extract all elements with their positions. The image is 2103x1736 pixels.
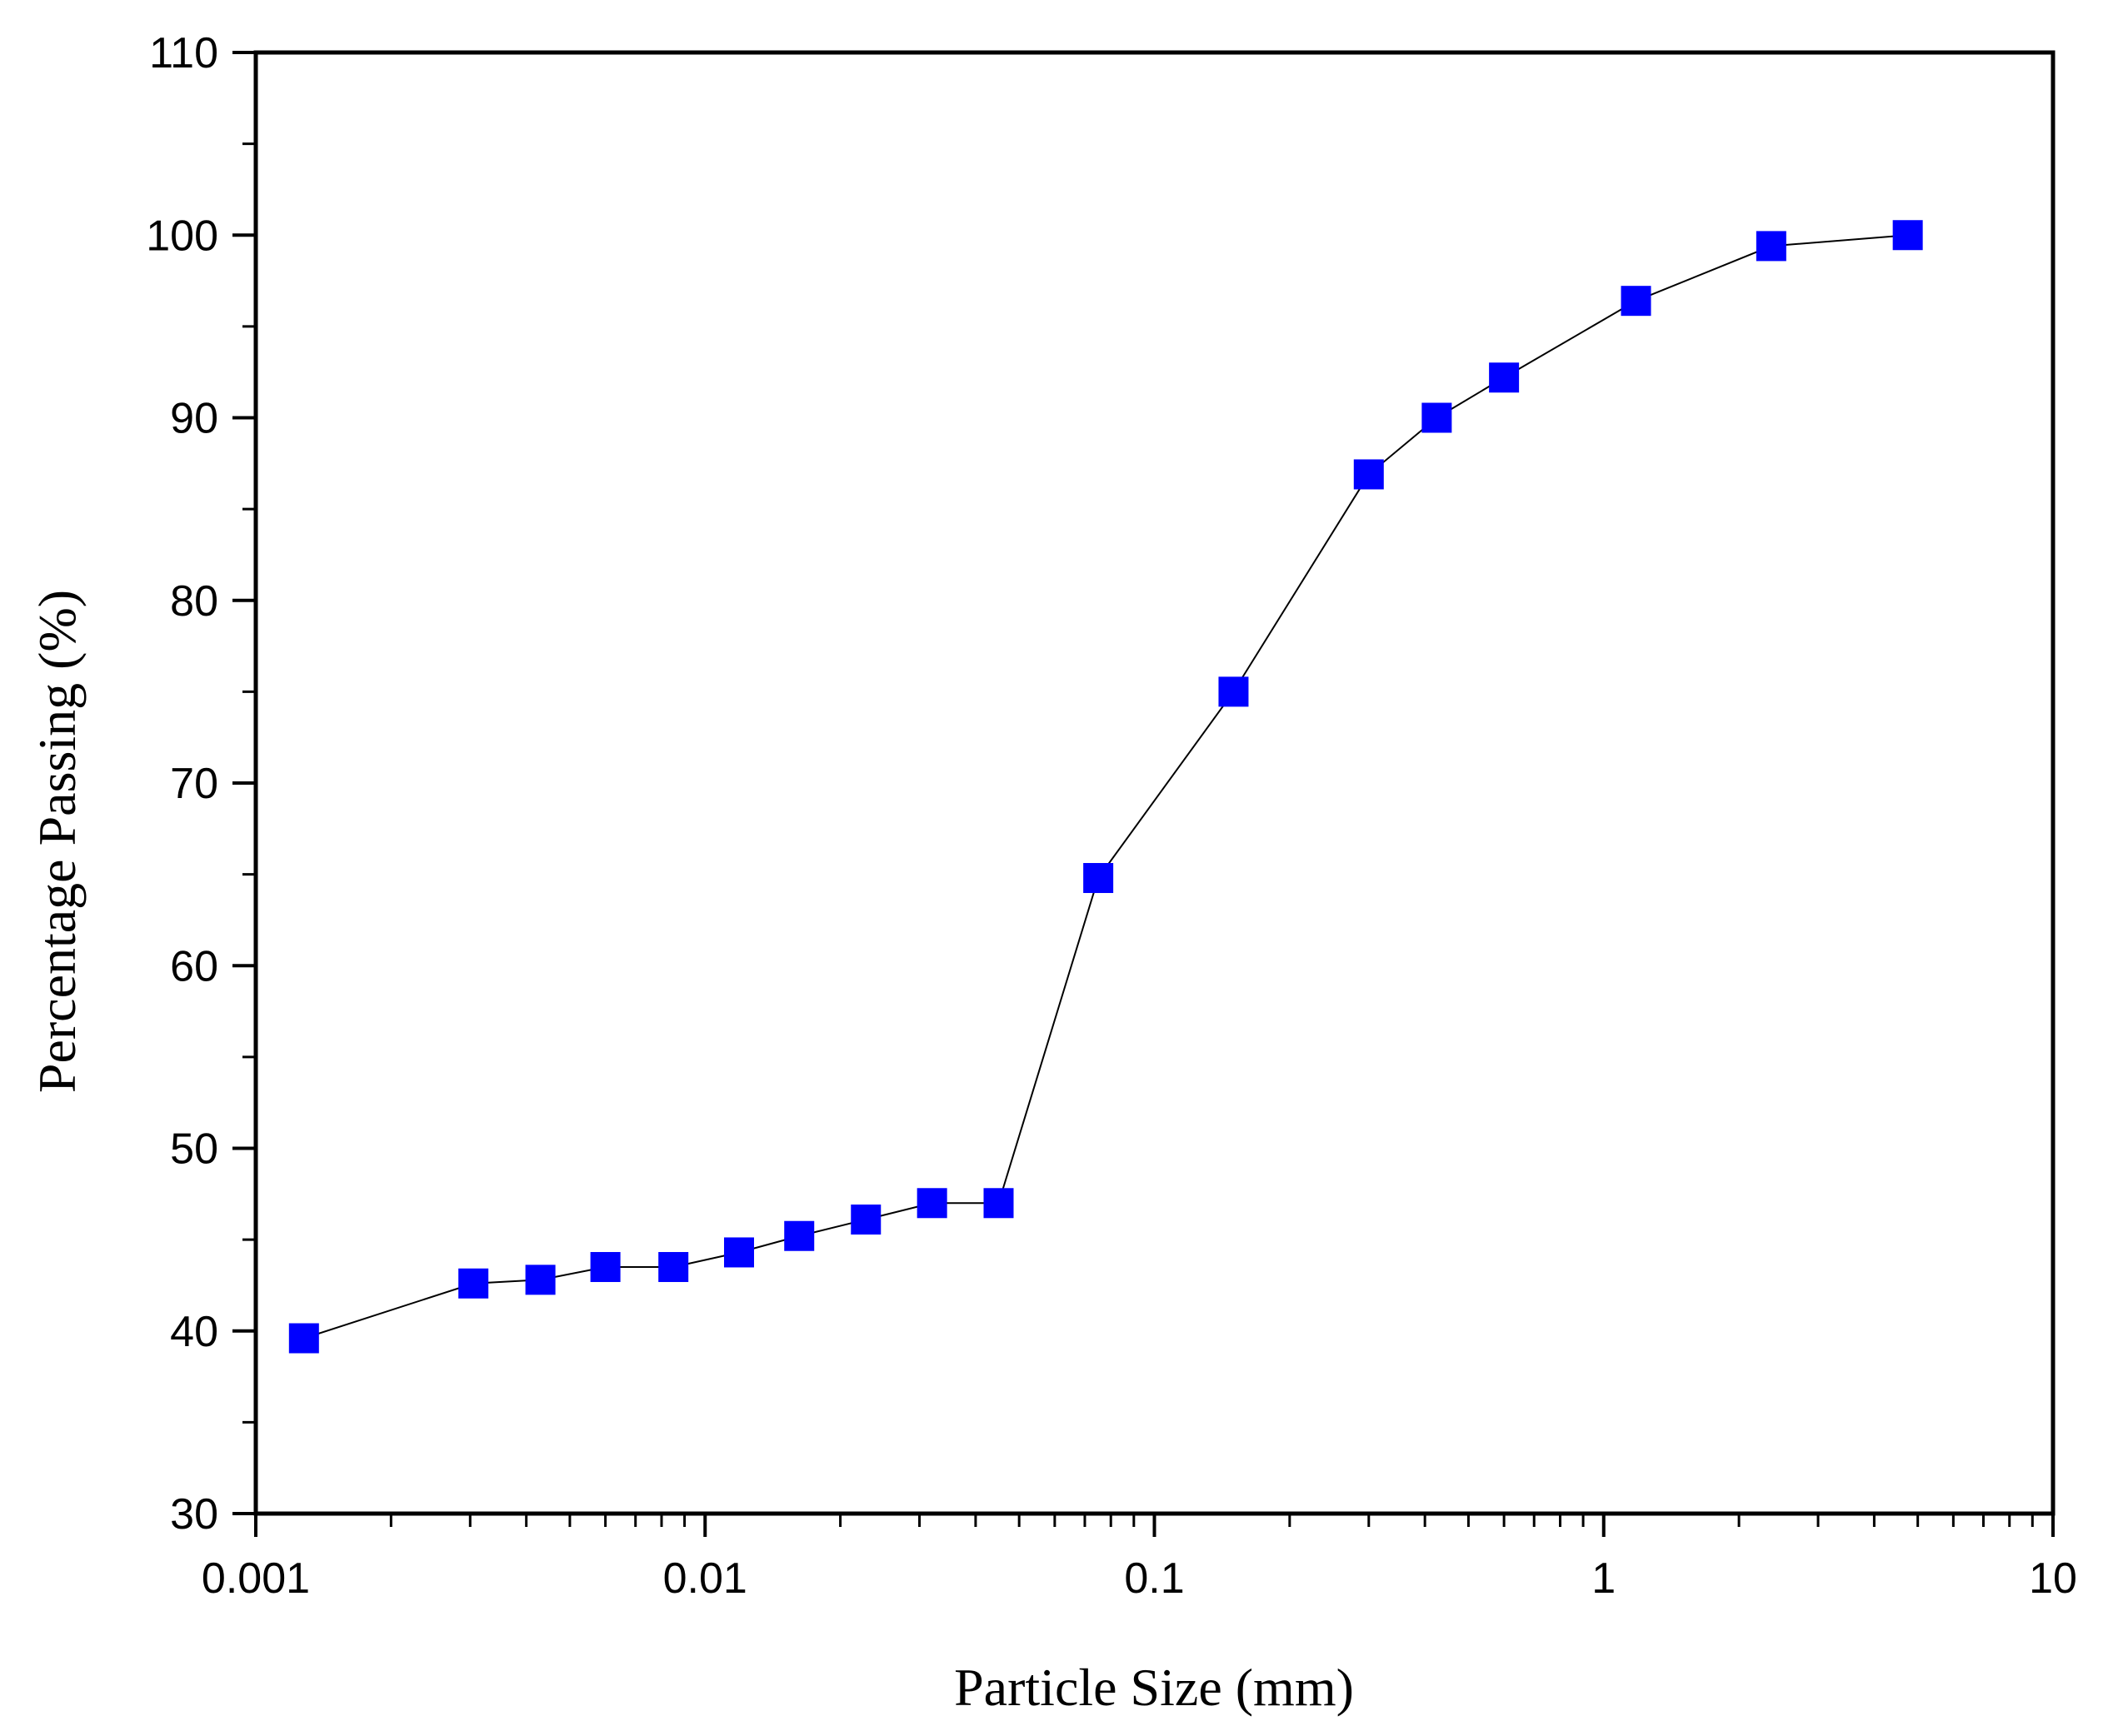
y-axis-title: Percentage Passing (%): [27, 590, 87, 1093]
data-point: [658, 1252, 689, 1283]
data-point: [288, 1323, 319, 1354]
data-point: [1489, 362, 1520, 393]
x-tick-labels: 0.001 0.01 0.1 1 10: [202, 1554, 2077, 1603]
data-point: [1421, 402, 1452, 433]
y-tick-labels: 30 40 50 60 70 80 90 100 110: [146, 29, 218, 1539]
y-tick-label: 90: [170, 395, 218, 443]
data-point: [1892, 220, 1923, 251]
major-ticks: [232, 51, 2055, 1537]
plot-frame: [253, 50, 2056, 1516]
x-tick-label: 0.01: [663, 1554, 747, 1603]
data-point: [590, 1252, 621, 1283]
y-tick-label: 110: [149, 29, 218, 77]
y-tick-label: 80: [170, 577, 218, 626]
data-point: [1083, 863, 1114, 894]
data-point: [1218, 676, 1249, 707]
minor-ticks: [242, 142, 2034, 1527]
data-line: [303, 234, 1908, 1339]
x-tick-label: 0.001: [202, 1554, 310, 1603]
data-point: [917, 1188, 947, 1219]
data-point: [983, 1188, 1014, 1219]
data-point: [784, 1220, 815, 1251]
data-points: [288, 220, 1923, 1354]
y-tick-label: 100: [146, 212, 218, 260]
data-point: [458, 1268, 489, 1299]
y-tick-label: 50: [170, 1125, 218, 1174]
data-point: [525, 1265, 556, 1295]
y-tick-label: 30: [170, 1490, 218, 1539]
x-tick-label: 1: [1591, 1554, 1616, 1603]
data-point: [851, 1205, 882, 1235]
data-point: [723, 1237, 754, 1268]
data-point: [1353, 459, 1384, 490]
data-point: [1621, 286, 1651, 317]
y-tick-label: 70: [170, 760, 218, 808]
data-point: [1756, 231, 1786, 262]
y-tick-label: 40: [170, 1308, 218, 1356]
y-tick-label: 60: [170, 942, 218, 990]
x-tick-label: 10: [2029, 1554, 2077, 1603]
x-axis-title: Particle Size (mm): [954, 1658, 1354, 1717]
x-tick-label: 0.1: [1124, 1554, 1184, 1603]
